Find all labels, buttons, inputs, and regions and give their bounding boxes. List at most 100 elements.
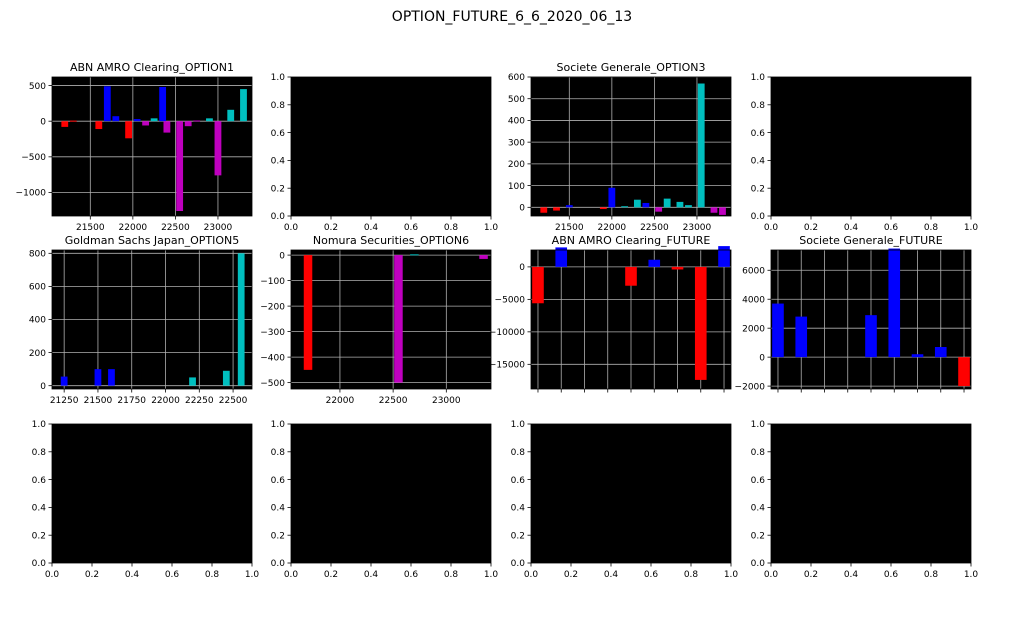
axes-background <box>771 424 971 563</box>
y-tick-label: −5000 <box>495 296 526 306</box>
bar-17 <box>227 109 235 122</box>
axes-background <box>291 424 491 563</box>
bar-15 <box>206 118 213 122</box>
subplot-7: 0 −5000 −10000 −15000 ABN AMRO Clearing_FUTU… <box>489 234 732 393</box>
bar-7 <box>133 119 141 122</box>
x-tick-label: 22000 <box>326 396 355 406</box>
y-tick-label: 0.0 <box>271 212 286 222</box>
y-tick-label: 2000 <box>742 324 765 334</box>
axes-frame <box>770 76 972 217</box>
y-tick-label: 1.0 <box>511 420 526 430</box>
x-tick-label: 0.8 <box>684 570 699 580</box>
bar-8 <box>642 202 650 208</box>
bar-4 <box>103 86 111 122</box>
bar-9 <box>655 207 663 212</box>
y-tick-label: −200 <box>260 302 285 312</box>
bar-18 <box>240 89 247 122</box>
x-tick-label: 0.4 <box>604 570 619 580</box>
bar-9 <box>150 118 158 122</box>
subplot-3: 21500 22000 22500 23000 600 500 400 300 200 100 0 S… <box>508 61 732 233</box>
axes-background <box>771 77 971 216</box>
x-tick-label: 0.6 <box>884 570 899 580</box>
bar-2 <box>94 369 102 386</box>
x-tick-label: 0.6 <box>884 223 899 233</box>
bar-5 <box>608 187 616 208</box>
y-tick-label: 300 <box>508 138 525 148</box>
bar-15 <box>719 207 726 215</box>
y-tick-label: 1.0 <box>271 420 286 430</box>
y-tick-label: −500 <box>21 153 46 163</box>
x-tick-label: 0.0 <box>764 570 779 580</box>
x-tick-label: 1.0 <box>724 570 739 580</box>
axes-frame <box>51 423 253 564</box>
bar-14 <box>193 120 201 122</box>
x-tick-label: 0.2 <box>564 570 578 580</box>
x-tick-label: 0.0 <box>764 223 779 233</box>
subplot-title: Goldman Sachs Japan_OPTION5 <box>65 234 240 247</box>
y-tick-label: 6000 <box>742 266 765 276</box>
y-tick-label: 0.6 <box>271 476 286 486</box>
y-tick-label: 0.2 <box>751 531 765 541</box>
x-tick-label: 23000 <box>432 396 461 406</box>
y-tick-label: −15000 <box>489 361 525 371</box>
x-tick-label: 23000 <box>204 223 233 233</box>
axes-background <box>531 77 731 216</box>
bar-10 <box>663 198 671 208</box>
y-tick-label: 800 <box>29 250 46 260</box>
axes-background <box>52 424 252 563</box>
x-tick-label: 1.0 <box>964 223 979 233</box>
x-tick-label: 0.2 <box>804 570 818 580</box>
bar-2 <box>69 120 77 122</box>
y-tick-label: 0 <box>519 263 525 273</box>
y-tick-label: 0 <box>279 251 285 261</box>
bar-2 <box>394 255 403 383</box>
y-tick-label: −300 <box>260 328 285 338</box>
bar-4 <box>189 377 196 386</box>
x-tick-label: 0.8 <box>205 570 220 580</box>
y-tick-label: 0.4 <box>271 157 286 167</box>
bar-3 <box>625 266 637 286</box>
subplot-8: 6000 4000 2000 0 −2000 Societe Generale_FUTUR… <box>735 234 972 393</box>
bar-5 <box>222 370 230 386</box>
y-tick-label: 1.0 <box>751 73 766 83</box>
x-tick-label: 0.0 <box>284 223 299 233</box>
axes-frame <box>290 76 492 217</box>
x-tick-label: 0.6 <box>404 570 419 580</box>
bar-12 <box>176 121 184 212</box>
subplot-9: 0.0 0.2 0.4 0.6 0.8 1.0 0.0 0.2 0.4 0.6 0.8 1.0 <box>32 420 260 580</box>
subplot-10: 0.0 0.2 0.4 0.6 0.8 1.0 0.0 0.2 0.4 0.6 0.8 1.0 <box>271 420 499 580</box>
bar-14 <box>710 207 718 213</box>
bar-1 <box>61 121 69 127</box>
bar-3 <box>865 315 877 358</box>
subplot-1: 21500 22000 22500 23000 500 0 −500 −1000 ABN AMR… <box>16 61 253 233</box>
x-tick-label: 0.6 <box>404 223 419 233</box>
bar-7 <box>718 246 730 267</box>
subplot-12: 0.0 0.2 0.4 0.6 0.8 1.0 0.0 0.2 0.4 0.6 0.8 1.0 <box>751 420 979 580</box>
y-tick-label: −500 <box>260 379 285 389</box>
subplot-title: ABN AMRO Clearing_OPTION1 <box>70 61 234 74</box>
bar-1 <box>60 376 68 386</box>
y-tick-label: −1000 <box>16 189 47 199</box>
x-tick-label: 0.0 <box>284 570 299 580</box>
bar-4 <box>479 255 488 259</box>
y-tick-label: 0.2 <box>271 184 285 194</box>
bar-10 <box>159 86 167 122</box>
bar-5 <box>671 266 684 270</box>
bar-11 <box>163 121 171 133</box>
subplot-11: 0.0 0.2 0.4 0.6 0.8 1.0 0.0 0.2 0.4 0.6 0.8 1.0 <box>511 420 739 580</box>
bar-1 <box>540 207 548 213</box>
y-tick-label: 0.6 <box>751 129 766 139</box>
y-tick-label: 0.8 <box>271 101 286 111</box>
x-tick-label: 0.4 <box>364 570 379 580</box>
y-tick-label: 0.0 <box>271 559 286 569</box>
y-tick-label: 0.8 <box>511 448 526 458</box>
x-tick-label: 1.0 <box>245 570 260 580</box>
y-tick-label: 0.6 <box>32 476 47 486</box>
axes-background <box>291 77 491 216</box>
bar-3 <box>108 369 115 386</box>
x-tick-label: 0.8 <box>924 223 939 233</box>
bar-5 <box>112 116 120 122</box>
y-tick-label: 0.0 <box>32 559 47 569</box>
subplot-4: 0.0 0.2 0.4 0.6 0.8 1.0 0.0 0.2 0.4 0.6 0.8 1.0 <box>751 73 979 233</box>
y-tick-label: 1.0 <box>751 420 766 430</box>
